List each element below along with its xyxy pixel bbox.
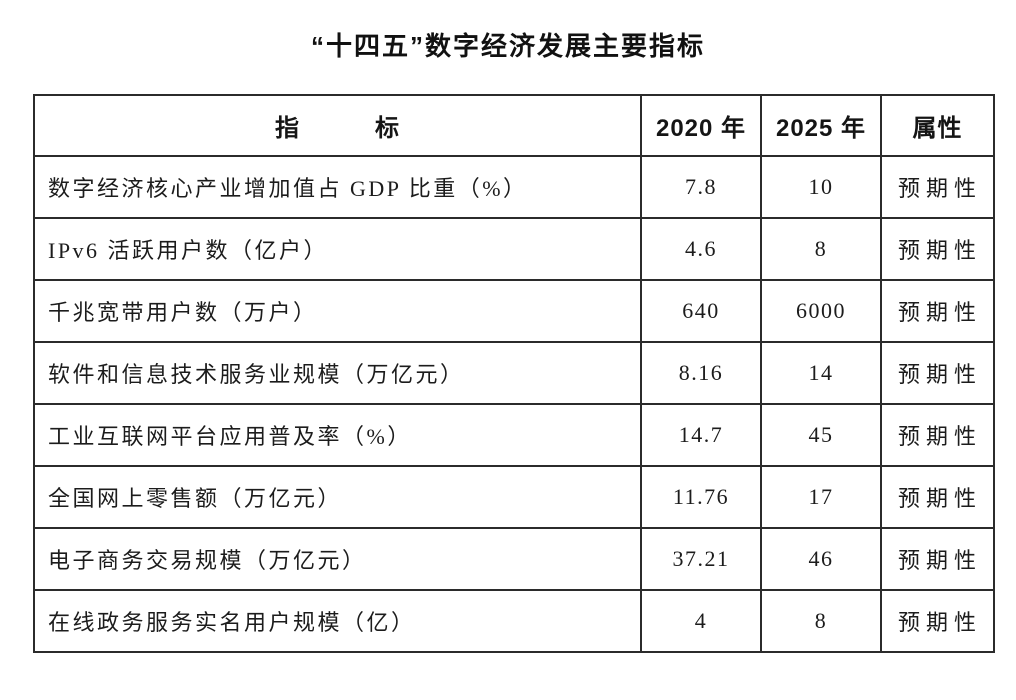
col-header-indicator: 指 标 xyxy=(33,94,642,157)
header-row: 指 标 2020 年 2025 年 属性 xyxy=(33,94,995,157)
indicator-cell: 数字经济核心产业增加值占 GDP 比重（%） xyxy=(33,155,642,219)
table-row: 电子商务交易规模（万亿元） 37.21 46 预期性 xyxy=(33,527,995,591)
table-title: “十四五”数字经济发展主要指标 xyxy=(310,31,705,61)
value-2020-cell: 7.8 xyxy=(640,155,762,219)
indicator-cell: 千兆宽带用户数（万户） xyxy=(33,279,642,343)
table-row: 软件和信息技术服务业规模（万亿元） 8.16 14 预期性 xyxy=(33,341,995,405)
value-2020-cell: 37.21 xyxy=(640,527,762,591)
indicator-cell: IPv6 活跃用户数（亿户） xyxy=(33,217,642,281)
attribute-cell: 预期性 xyxy=(880,403,995,467)
attribute-cell: 预期性 xyxy=(880,279,995,343)
indicator-cell: 电子商务交易规模（万亿元） xyxy=(33,527,642,591)
value-2020-cell: 8.16 xyxy=(640,341,762,405)
attribute-cell: 预期性 xyxy=(880,217,995,281)
col-header-2025: 2025 年 xyxy=(760,94,882,157)
table-row: IPv6 活跃用户数（亿户） 4.6 8 预期性 xyxy=(33,217,995,281)
indicators-table: 指 标 2020 年 2025 年 属性 数字经济核心产业增加值占 GDP 比重… xyxy=(33,94,995,653)
value-2025-cell: 6000 xyxy=(760,279,882,343)
value-2025-cell: 45 xyxy=(760,403,882,467)
table-row: 在线政务服务实名用户规模（亿） 4 8 预期性 xyxy=(33,589,995,653)
indicator-cell: 在线政务服务实名用户规模（亿） xyxy=(33,589,642,653)
table-body: 数字经济核心产业增加值占 GDP 比重（%） 7.8 10 预期性 IPv6 活跃用户数… xyxy=(33,155,995,653)
value-2020-cell: 4.6 xyxy=(640,217,762,281)
table-row: 千兆宽带用户数（万户） 640 6000 预期性 xyxy=(33,279,995,343)
value-2020-cell: 14.7 xyxy=(640,403,762,467)
attribute-cell: 预期性 xyxy=(880,341,995,405)
indicator-cell: 软件和信息技术服务业规模（万亿元） xyxy=(33,341,642,405)
indicator-cell: 全国网上零售额（万亿元） xyxy=(33,465,642,529)
table-row: 全国网上零售额（万亿元） 11.76 17 预期性 xyxy=(33,465,995,529)
value-2020-cell: 4 xyxy=(640,589,762,653)
value-2020-cell: 640 xyxy=(640,279,762,343)
value-2025-cell: 14 xyxy=(760,341,882,405)
indicator-cell: 工业互联网平台应用普及率（%） xyxy=(33,403,642,467)
col-header-attribute: 属性 xyxy=(880,94,995,157)
value-2020-cell: 11.76 xyxy=(640,465,762,529)
value-2025-cell: 8 xyxy=(760,589,882,653)
attribute-cell: 预期性 xyxy=(880,527,995,591)
value-2025-cell: 10 xyxy=(760,155,882,219)
page: { "chart_data": { "type": "table", "titl… xyxy=(0,26,1016,700)
table-row: 工业互联网平台应用普及率（%） 14.7 45 预期性 xyxy=(33,403,995,467)
value-2025-cell: 8 xyxy=(760,217,882,281)
table-row: 数字经济核心产业增加值占 GDP 比重（%） 7.8 10 预期性 xyxy=(33,155,995,219)
attribute-cell: 预期性 xyxy=(880,589,995,653)
attribute-cell: 预期性 xyxy=(880,465,995,529)
attribute-cell: 预期性 xyxy=(880,155,995,219)
value-2025-cell: 17 xyxy=(760,465,882,529)
value-2025-cell: 46 xyxy=(760,527,882,591)
col-header-2020: 2020 年 xyxy=(640,94,762,157)
